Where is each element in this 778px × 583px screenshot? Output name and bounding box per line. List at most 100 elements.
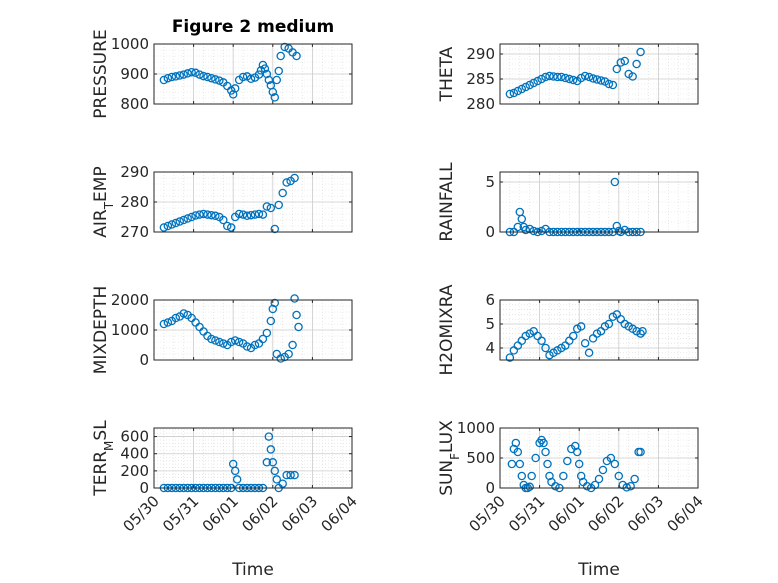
data-point [598, 465, 608, 475]
data-series [507, 435, 645, 493]
data-point [159, 75, 169, 85]
data-point [234, 209, 244, 219]
data-point [636, 329, 645, 338]
y-tick-label: 500 [466, 449, 495, 467]
data-point [543, 459, 552, 469]
data-point [505, 89, 515, 99]
data-series [505, 310, 647, 362]
data-point [572, 447, 582, 457]
y-tick-label: 290 [466, 45, 495, 63]
data-point [507, 459, 517, 469]
data-point [541, 447, 550, 457]
data-point [242, 342, 252, 351]
data-point [521, 225, 530, 235]
data-point [167, 220, 177, 229]
y-tick-label: 0 [139, 351, 149, 369]
data-point [513, 222, 523, 232]
x-tick-label: 06/04 [664, 492, 707, 535]
data-series [505, 47, 645, 99]
data-point [596, 76, 606, 85]
subplot-h2omixra: 4 5 6 H2OMIXRA [437, 284, 699, 376]
y-tick-label: 800 [120, 95, 149, 113]
y-tick-label: 6 [485, 291, 495, 309]
data-point [282, 470, 291, 480]
data-point [537, 74, 546, 84]
x-tick-label: 06/03 [278, 492, 321, 535]
data-point [264, 432, 274, 441]
y-tick-label: 1000 [457, 419, 495, 437]
data-point [509, 88, 519, 98]
axes-box [499, 43, 699, 105]
data-point [272, 75, 282, 85]
data-point [576, 73, 586, 83]
data-point [517, 214, 527, 224]
data-point [582, 481, 592, 491]
y-axis-label: H2OMIXRA [437, 284, 457, 375]
data-point [529, 226, 538, 236]
x-tick-label: 06/04 [318, 492, 361, 535]
data-point [274, 200, 283, 210]
data-point [232, 475, 242, 484]
data-point [230, 466, 240, 476]
data-point [246, 74, 256, 84]
data-point [179, 70, 188, 79]
y-tick-label: 290 [120, 163, 149, 181]
data-point [553, 72, 562, 82]
data-point [183, 214, 192, 223]
data-point [580, 71, 590, 81]
x-tick-label: 06/02 [238, 492, 281, 535]
data-point [211, 336, 220, 345]
data-point [616, 58, 626, 67]
data-point [604, 79, 614, 89]
data-point [545, 71, 554, 81]
data-point [183, 69, 192, 78]
data-point [159, 319, 169, 329]
data-point [563, 456, 572, 466]
x-tick-label: 05/30 [120, 492, 163, 535]
data-point [262, 202, 272, 211]
data-point [171, 313, 181, 323]
y-tick-label: 0 [485, 223, 495, 241]
data-point [268, 87, 278, 97]
data-point [290, 470, 299, 480]
x-tick-label: 06/03 [624, 492, 667, 535]
data-point [262, 458, 272, 467]
data-point [163, 221, 173, 231]
subplot-rainfall: 0 5 RAINFALL [437, 162, 699, 242]
data-point [260, 64, 270, 73]
data-point [636, 47, 645, 57]
data-point [280, 42, 289, 52]
minor-grid [499, 171, 699, 233]
data-point [636, 447, 645, 457]
data-point [175, 217, 184, 226]
y-tick-label: 0 [139, 479, 149, 497]
data-point [576, 471, 586, 481]
data-point [606, 453, 616, 463]
data-point [270, 466, 280, 476]
data-point [541, 343, 550, 353]
data-point [159, 223, 169, 232]
axes-box [499, 171, 699, 233]
data-point [223, 221, 232, 231]
data-point [254, 70, 264, 79]
data-point [171, 218, 181, 228]
data-point [513, 447, 523, 457]
data-point [270, 298, 280, 308]
y-tick-label: 270 [120, 223, 149, 241]
data-point [266, 316, 276, 326]
data-point [246, 210, 256, 220]
data-point [525, 482, 534, 492]
y-tick-label: 2000 [111, 291, 149, 309]
data-point [230, 84, 240, 93]
data-series [159, 173, 299, 234]
y-tick-label: 280 [466, 95, 495, 113]
data-point [610, 177, 620, 187]
data-point [290, 173, 299, 183]
y-tick-label: 400 [120, 445, 149, 463]
data-point [580, 338, 590, 348]
data-point [258, 210, 268, 219]
data-point [270, 93, 280, 102]
data-point [537, 226, 546, 236]
